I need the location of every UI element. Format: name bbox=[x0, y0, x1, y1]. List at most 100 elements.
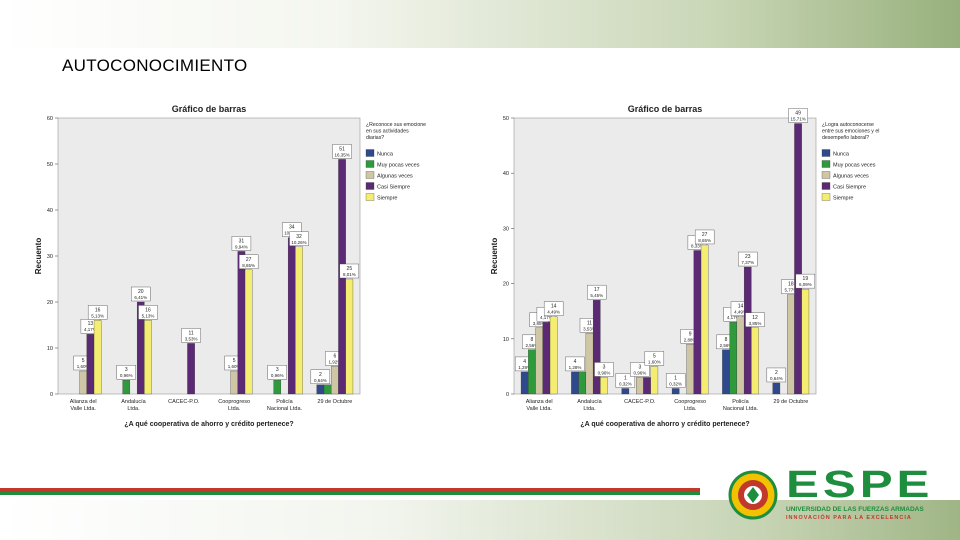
data-label: 8 bbox=[531, 337, 534, 343]
university-seal-icon bbox=[728, 470, 778, 520]
bar bbox=[772, 382, 781, 395]
data-label-box bbox=[565, 356, 585, 372]
legend-swatch bbox=[821, 182, 831, 190]
x-tick-label: Andalucía bbox=[577, 399, 602, 405]
data-label: 1,60% bbox=[228, 364, 241, 369]
x-tick-label: Alianza del bbox=[70, 399, 97, 405]
data-label: 0,32% bbox=[669, 381, 682, 386]
data-label: 11 bbox=[188, 330, 193, 336]
bar bbox=[743, 266, 752, 395]
legend-swatch bbox=[821, 193, 831, 201]
y-tick-label: 0 bbox=[506, 392, 509, 398]
data-label-box bbox=[289, 231, 309, 247]
data-label: 27 bbox=[246, 257, 252, 263]
data-label: 4 bbox=[523, 359, 526, 365]
bar bbox=[801, 288, 810, 395]
data-label: 3 bbox=[638, 364, 641, 370]
data-label-box bbox=[615, 373, 636, 388]
data-label: 4,17% bbox=[540, 315, 553, 320]
bar bbox=[287, 237, 296, 395]
data-label: 5 bbox=[82, 358, 85, 364]
bar bbox=[122, 380, 131, 395]
data-label-box bbox=[644, 351, 665, 366]
data-label: 2,88% bbox=[684, 337, 697, 342]
footer-red-line bbox=[0, 488, 700, 492]
x-tick-label: CACEC-P.O. bbox=[168, 399, 200, 405]
data-label-box bbox=[231, 236, 252, 251]
legend-label: Muy pocas veces bbox=[377, 163, 420, 169]
x-tick-label: Ltda. bbox=[228, 406, 241, 412]
data-label-box bbox=[788, 108, 808, 123]
bar bbox=[686, 344, 694, 395]
x-tick-label: Policía bbox=[732, 399, 749, 405]
legend-label: Algunas veces bbox=[377, 174, 413, 180]
bar bbox=[79, 370, 87, 395]
data-label: 3,85% bbox=[533, 321, 546, 326]
data-label-box bbox=[116, 365, 136, 380]
data-label: 4,17% bbox=[727, 315, 740, 320]
data-label: 16 bbox=[145, 307, 151, 313]
data-label: 2 bbox=[775, 370, 778, 376]
data-label: 0,96% bbox=[120, 373, 133, 378]
y-tick-label: 0 bbox=[50, 392, 53, 398]
data-label-box bbox=[138, 305, 158, 320]
data-label: 18 bbox=[788, 282, 794, 288]
bar bbox=[700, 244, 709, 395]
data-label: 15,71% bbox=[790, 117, 805, 122]
legend-label: Casi Siempre bbox=[377, 185, 410, 191]
x-tick-label: 29 de Octubre bbox=[773, 399, 808, 405]
chart-title: Gráfico de barras bbox=[628, 104, 703, 114]
data-label: 19 bbox=[803, 276, 809, 282]
y-tick-label: 60 bbox=[47, 116, 53, 122]
data-label: 4 bbox=[574, 359, 577, 365]
data-label: 11 bbox=[587, 320, 592, 326]
data-label: 2,56% bbox=[526, 343, 539, 348]
bar bbox=[643, 377, 651, 395]
bar bbox=[621, 388, 630, 395]
chart-title: Gráfico de barras bbox=[172, 104, 247, 114]
data-label: 27 bbox=[702, 232, 708, 238]
slide-title: AUTOCONOCIMIENTO bbox=[62, 56, 248, 75]
bar bbox=[273, 380, 282, 395]
y-tick-label: 40 bbox=[47, 208, 53, 214]
data-label: 8,01% bbox=[343, 272, 356, 277]
data-label: 0,96% bbox=[598, 370, 611, 375]
data-label: 1,92% bbox=[328, 359, 341, 364]
bar bbox=[230, 370, 238, 395]
data-label-box bbox=[594, 362, 614, 377]
bar bbox=[549, 316, 558, 395]
footer-green-line bbox=[0, 492, 700, 495]
espe-logo: ESPE UNIVERSIDAD DE LAS FUERZAS ARMADAS … bbox=[722, 464, 948, 526]
data-label: 13 bbox=[88, 321, 94, 327]
data-label: 8,65% bbox=[698, 238, 711, 243]
y-tick-label: 20 bbox=[47, 300, 53, 306]
bar bbox=[187, 343, 195, 395]
bar bbox=[571, 371, 579, 395]
data-label: 1,28% bbox=[569, 365, 582, 370]
y-tick-label: 10 bbox=[47, 346, 53, 352]
y-axis-label: Recuento bbox=[34, 238, 43, 275]
data-label-box bbox=[238, 254, 259, 270]
data-label: 8,65% bbox=[242, 263, 255, 268]
data-label: 1,60% bbox=[77, 364, 90, 369]
data-label: 17 bbox=[594, 287, 600, 293]
data-label: 0,96% bbox=[271, 373, 284, 378]
legend-swatch bbox=[365, 149, 375, 157]
data-label: 5,13% bbox=[91, 313, 104, 318]
data-label-box bbox=[131, 286, 151, 302]
bar bbox=[600, 377, 608, 395]
legend-label: Muy pocas veces bbox=[833, 163, 876, 169]
bar bbox=[736, 316, 745, 395]
data-label-box bbox=[87, 305, 108, 320]
data-label: 6,09% bbox=[799, 282, 812, 287]
data-label-box bbox=[332, 144, 352, 159]
data-label: 4,17% bbox=[84, 327, 97, 332]
data-label-box bbox=[665, 373, 686, 388]
bar bbox=[295, 246, 303, 395]
data-label: 8,33% bbox=[691, 243, 704, 248]
data-label: 5 bbox=[233, 358, 236, 364]
bar bbox=[93, 320, 102, 395]
x-tick-label: Valle Ltda. bbox=[70, 406, 96, 412]
data-label: 12 bbox=[752, 315, 758, 321]
x-tick-label: Cooprogreso bbox=[218, 399, 250, 405]
